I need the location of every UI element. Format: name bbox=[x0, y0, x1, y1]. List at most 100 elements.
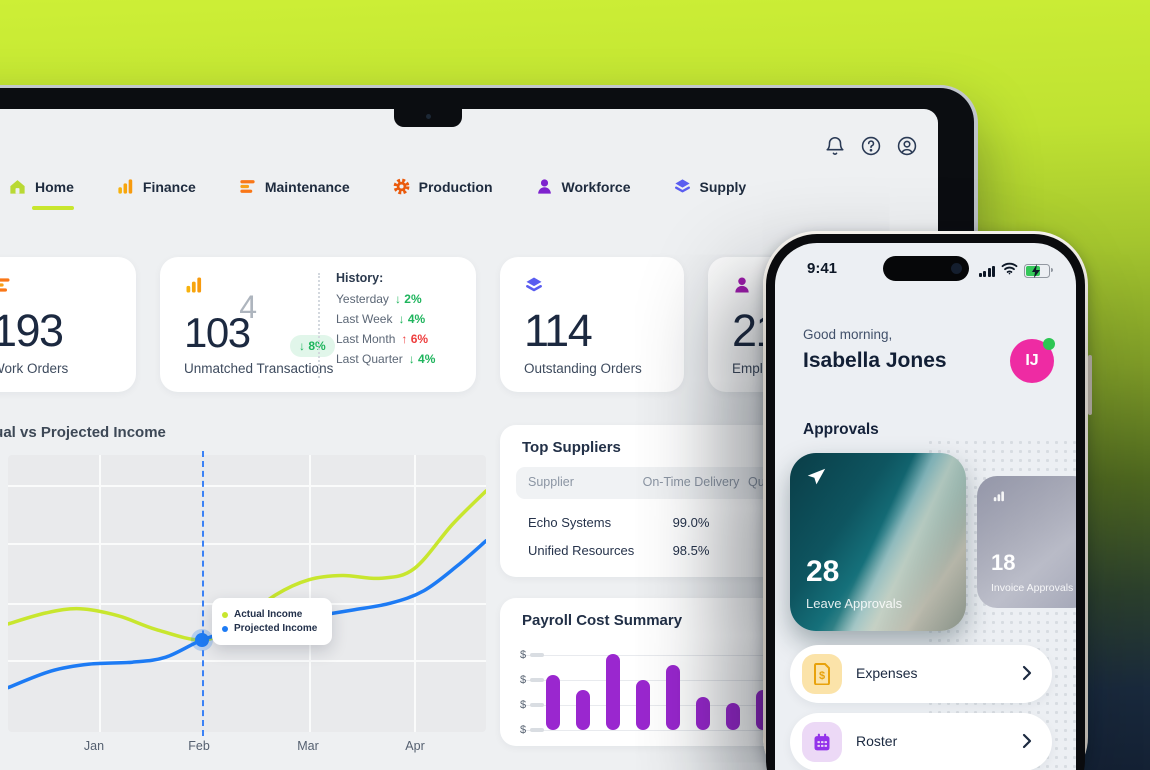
action-label: Expenses bbox=[856, 665, 918, 681]
action-label: Roster bbox=[856, 733, 898, 749]
status-icons bbox=[978, 262, 1053, 280]
y-tick: $ bbox=[520, 674, 545, 686]
phone-screen: 9:41 Good morning, Isabella Jones IJ bbox=[775, 243, 1076, 770]
help-icon[interactable] bbox=[860, 135, 882, 157]
bar-chart-icon bbox=[184, 275, 204, 295]
layers-icon bbox=[524, 275, 544, 295]
stat-card-outstanding-orders: 114 Outstanding Orders bbox=[500, 257, 684, 392]
history-row: Yesterday ↓ 2% bbox=[336, 292, 422, 306]
stat-value: 114 bbox=[524, 305, 593, 356]
svg-text:$: $ bbox=[819, 670, 825, 682]
gridline bbox=[8, 659, 486, 662]
payroll-bar bbox=[726, 702, 740, 730]
gridline bbox=[8, 543, 486, 546]
nav-item-finance[interactable]: Finance bbox=[116, 177, 196, 196]
expenses-row[interactable]: $ Expenses bbox=[790, 645, 1052, 703]
ticker-ghost-digit: 4 bbox=[239, 289, 257, 325]
gridline bbox=[520, 730, 914, 731]
x-tick: Feb bbox=[188, 739, 210, 753]
nav-label: Production bbox=[418, 178, 493, 195]
online-status-dot bbox=[1043, 338, 1055, 350]
leave-approvals-card[interactable]: 28 Leave Approvals bbox=[790, 453, 966, 631]
phone-bezel: 9:41 Good morning, Isabella Jones IJ bbox=[766, 234, 1085, 770]
income-chart-title: Actual vs Projected Income bbox=[0, 424, 166, 441]
approval-count: 18 bbox=[991, 550, 1016, 575]
income-chart-x-axis: Jan Feb Mar Apr bbox=[8, 739, 486, 755]
chevron-right-icon bbox=[1022, 665, 1032, 686]
bell-icon[interactable] bbox=[824, 135, 846, 157]
nav-item-home[interactable]: Home bbox=[8, 177, 74, 210]
actual-income-dot-icon bbox=[222, 611, 228, 618]
data-point-marker[interactable] bbox=[195, 633, 209, 647]
gridline bbox=[309, 455, 312, 732]
account-icon[interactable] bbox=[896, 135, 918, 157]
approval-label: Leave Approvals bbox=[806, 596, 903, 611]
payroll-bar bbox=[696, 696, 710, 730]
income-lines bbox=[8, 489, 486, 690]
income-chart: Actual Income Projected Income bbox=[8, 451, 486, 736]
battery-charging-icon bbox=[1024, 264, 1053, 278]
payroll-bar bbox=[546, 675, 560, 730]
nav-item-production[interactable]: Production bbox=[392, 177, 493, 196]
power-button[interactable] bbox=[1088, 355, 1092, 415]
payroll-bar bbox=[666, 664, 680, 730]
dotted-divider bbox=[318, 273, 320, 378]
dynamic-island bbox=[882, 256, 969, 281]
payroll-bars bbox=[546, 654, 770, 730]
stat-value: 193 bbox=[0, 305, 64, 356]
person-icon bbox=[732, 275, 752, 295]
approval-count: 28 bbox=[806, 555, 840, 588]
layers-icon bbox=[673, 177, 692, 196]
user-name: Isabella Jones bbox=[803, 349, 947, 372]
gridline bbox=[520, 705, 914, 706]
plane-icon bbox=[805, 466, 827, 493]
nav-item-maintenance[interactable]: Maintenance bbox=[238, 177, 350, 196]
nav-label: Supply bbox=[699, 178, 747, 195]
wifi-icon bbox=[1001, 262, 1018, 280]
approvals-section-title: Approvals bbox=[803, 421, 879, 438]
projected-income-dot-icon bbox=[222, 625, 228, 632]
list-icon bbox=[0, 275, 12, 295]
stat-card-unmatched-transactions: 103 4 ↓ 8% Unmatched Transactions Histor… bbox=[160, 257, 476, 392]
avatar-initials: IJ bbox=[1025, 352, 1039, 369]
legend-item: Projected Income bbox=[222, 623, 322, 634]
chevron-right-icon bbox=[1022, 733, 1032, 754]
stat-label: Work Orders bbox=[0, 361, 69, 376]
history-row: Last Week ↓ 4% bbox=[336, 312, 426, 326]
invoice-approvals-card[interactable]: 18 Invoice Approvals bbox=[977, 476, 1076, 608]
laptop-camera-notch bbox=[394, 109, 462, 127]
change-badge: ↓ 8% bbox=[290, 335, 335, 357]
gridline bbox=[520, 655, 914, 656]
person-icon bbox=[535, 177, 554, 196]
list-icon bbox=[238, 177, 257, 196]
stat-card-work-orders: 193 Work Orders bbox=[0, 257, 136, 392]
y-tick: $ bbox=[520, 649, 545, 661]
payroll-bar bbox=[636, 679, 650, 730]
avatar[interactable]: IJ bbox=[1010, 338, 1055, 383]
phone-device: 9:41 Good morning, Isabella Jones IJ bbox=[763, 231, 1092, 770]
roster-row[interactable]: Roster bbox=[790, 713, 1052, 770]
nav-label: Home bbox=[35, 178, 74, 195]
signal-icon bbox=[978, 265, 995, 277]
y-tick: $ bbox=[520, 724, 545, 736]
stat-label: Outstanding Orders bbox=[524, 361, 642, 376]
home-icon bbox=[8, 177, 27, 196]
nav-label: Finance bbox=[142, 178, 196, 195]
bar-chart-icon bbox=[992, 489, 1006, 508]
history-title: History: bbox=[336, 271, 384, 285]
history-panel: History: Yesterday ↓ 2% Last Week ↓ 4% L… bbox=[336, 271, 466, 372]
nav-item-workforce[interactable]: Workforce bbox=[535, 177, 631, 196]
payroll-bar bbox=[606, 654, 620, 730]
bar-chart-icon bbox=[116, 177, 135, 196]
greeting-text: Good morning, bbox=[803, 327, 893, 342]
main-nav: Home Finance Maintenance bbox=[8, 177, 747, 210]
stat-label: Unmatched Transactions bbox=[184, 361, 334, 376]
approval-label: Invoice Approvals bbox=[991, 582, 1074, 594]
topbar-actions bbox=[824, 135, 918, 157]
calendar-icon bbox=[802, 722, 842, 762]
x-tick: Apr bbox=[405, 739, 425, 753]
gridline bbox=[8, 484, 486, 487]
nav-label: Workforce bbox=[561, 178, 631, 195]
nav-item-supply[interactable]: Supply bbox=[673, 177, 747, 196]
